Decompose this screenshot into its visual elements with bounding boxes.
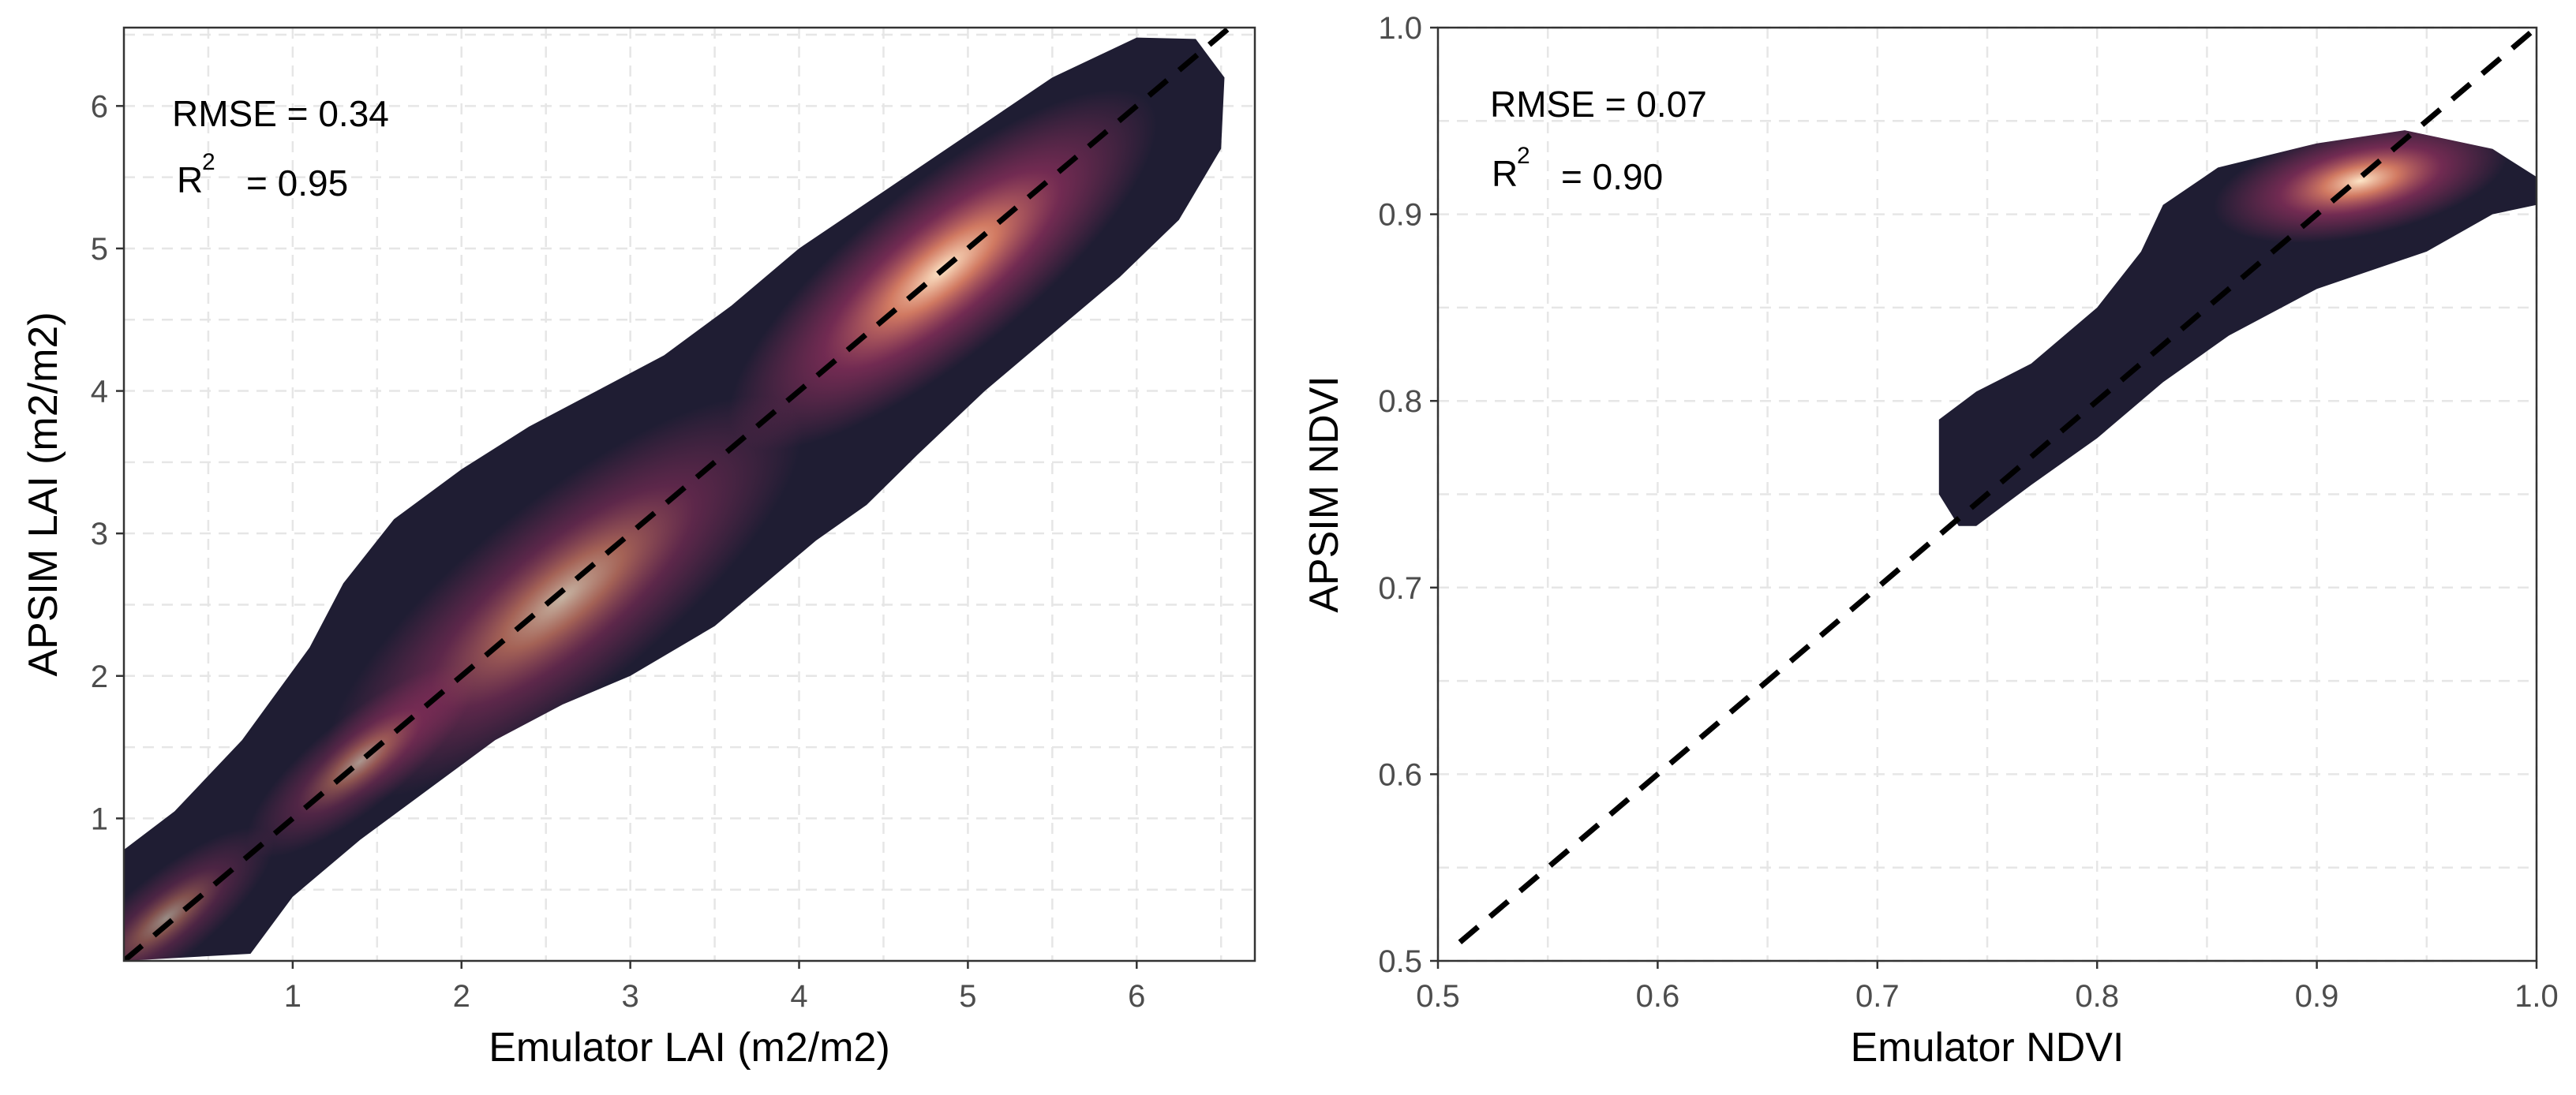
y-tick-label: 3	[91, 517, 108, 551]
x-tick-label: 0.5	[1416, 979, 1460, 1014]
lai-y-axis-title: APSIM LAI (m2/m2)	[21, 312, 66, 676]
x-tick-label: 5	[959, 979, 976, 1014]
ndvi-r2-exponent: 2	[1517, 143, 1530, 169]
y-tick-label: 0.8	[1378, 384, 1422, 419]
ndvi-y-axis: 0.5 0.6 0.7 0.8 0.9 1.0	[1378, 11, 1438, 979]
y-tick-label: 0.5	[1378, 944, 1422, 979]
x-tick-label: 0.7	[1855, 979, 1900, 1014]
ndvi-r2-label: R	[1492, 153, 1518, 194]
x-tick-label: 4	[790, 979, 807, 1014]
x-tick-label: 0.9	[2295, 979, 2339, 1014]
lai-reference-line	[124, 28, 1232, 961]
y-tick-label: 2	[91, 660, 108, 694]
y-tick-label: 4	[91, 375, 108, 409]
x-tick-label: 1.0	[2514, 979, 2559, 1014]
lai-r2-exponent: 2	[202, 149, 215, 175]
y-tick-label: 0.6	[1378, 757, 1422, 792]
lai-x-axis: 1 2 3 4 5 6	[284, 961, 1145, 1014]
y-tick-label: 6	[91, 89, 108, 124]
y-tick-label: 5	[91, 232, 108, 267]
ndvi-panel: 0.5 0.6 0.7 0.8 0.9 1.0 0.5 0.6 0.7 0.8 0.9 1.0 RM…	[1301, 11, 2559, 1071]
lai-panel: 1 2 3 4 5 6 1 2 3 4 5 6 RMSE = 0.34 R 2 = 0.95 Emu…	[21, 26, 1256, 1071]
lai-rmse-label: RMSE = 0.34	[172, 93, 389, 134]
ndvi-density-plot	[1938, 130, 2537, 526]
ndvi-plot-frame	[1436, 26, 2538, 962]
ndvi-y-axis-title: APSIM NDVI	[1301, 376, 1347, 613]
density-peak	[245, 665, 474, 858]
ndvi-x-axis: 0.5 0.6 0.7 0.8 0.9 1.0	[1416, 961, 2559, 1014]
ndvi-r2-value: = 0.90	[1561, 156, 1663, 197]
lai-r2-label: R	[177, 159, 203, 200]
y-tick-label: 0.7	[1378, 571, 1422, 606]
x-tick-label: 0.6	[1636, 979, 1680, 1014]
lai-plot-frame	[122, 26, 1256, 962]
lai-y-axis: 1 2 3 4 5 6	[91, 89, 124, 836]
y-tick-label: 0.9	[1378, 198, 1422, 233]
x-tick-label: 3	[622, 979, 639, 1014]
y-tick-label: 1	[91, 802, 108, 836]
x-tick-label: 0.8	[2075, 979, 2119, 1014]
lai-r2-value: = 0.95	[246, 163, 348, 204]
lai-x-axis-title: Emulator LAI (m2/m2)	[489, 1025, 890, 1071]
x-tick-label: 1	[284, 979, 301, 1014]
y-tick-label: 1.0	[1378, 11, 1422, 46]
ndvi-rmse-label: RMSE = 0.07	[1490, 84, 1707, 125]
x-tick-label: 2	[453, 979, 470, 1014]
x-tick-label: 6	[1128, 979, 1145, 1014]
ndvi-x-axis-title: Emulator NDVI	[1851, 1025, 2125, 1071]
density-peak	[124, 827, 274, 961]
